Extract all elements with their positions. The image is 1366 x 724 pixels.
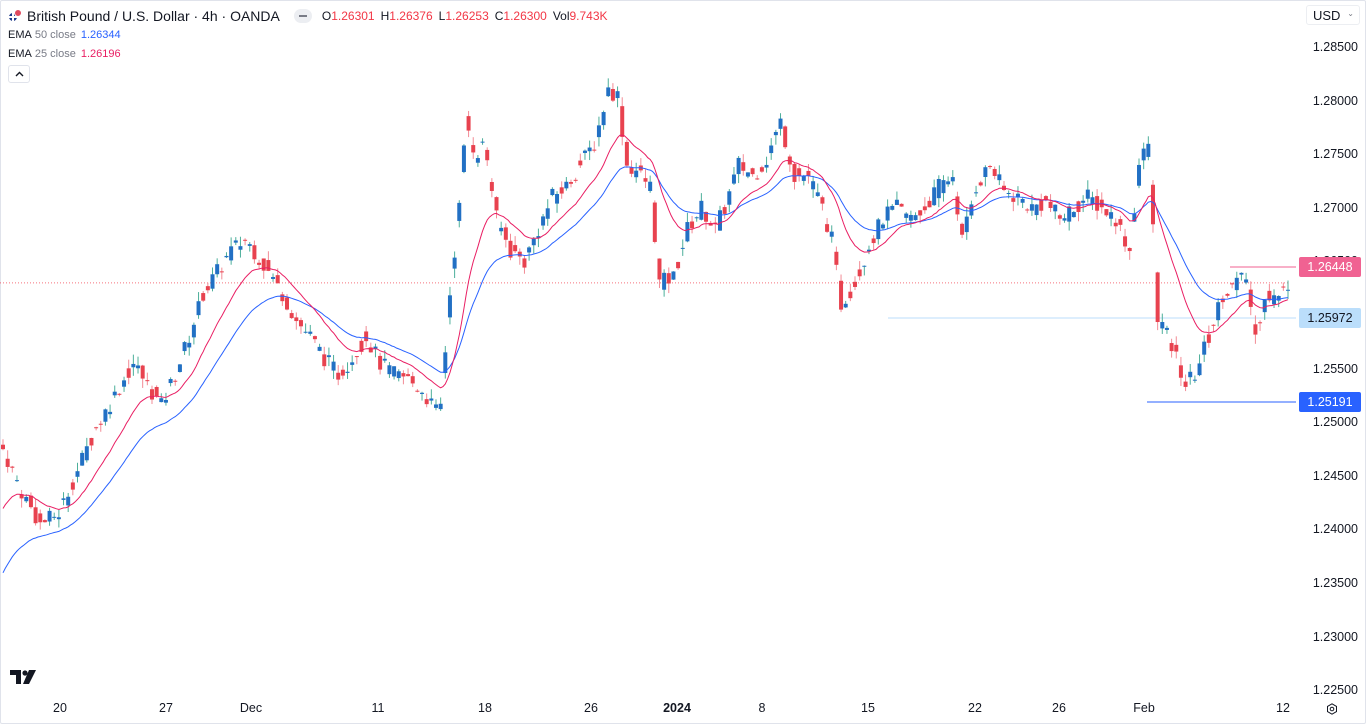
chart-legend: British Pound / U.S. Dollar · 4h · OANDA… (8, 6, 614, 83)
currency-value: USD (1313, 7, 1341, 23)
ema-50-legend[interactable]: EMA 50 close 1.26344 (8, 25, 614, 44)
tradingview-logo-icon[interactable] (10, 670, 36, 689)
price-axis-label: 1.28500 (1312, 40, 1358, 54)
support-1-price-value: 1.25972 (1307, 311, 1353, 325)
time-axis-label: 15 (861, 701, 875, 715)
symbol-title[interactable]: British Pound / U.S. Dollar · 4h · OANDA (27, 7, 280, 24)
ema-25-legend[interactable]: EMA 25 close 1.26196 (8, 44, 614, 63)
time-axis-label: 12 (1276, 701, 1290, 715)
price-axis-label: 1.25000 (1312, 415, 1358, 430)
support-2-price-value: 1.25191 (1307, 395, 1353, 409)
price-axis-label: 1.27500 (1312, 147, 1358, 162)
hide-legend-button[interactable] (293, 8, 312, 23)
support-1-price-tag: 1.25972 (1299, 308, 1361, 328)
candles (1, 78, 1290, 530)
price-axis-label: 1.27000 (1312, 200, 1358, 215)
time-axis-label: 22 (968, 701, 982, 715)
price-axis-label: 1.24500 (1312, 468, 1358, 483)
ema-25-name: EMA (8, 47, 32, 60)
time-axis-label: 8 (758, 701, 766, 715)
resistance-price-value: 1.26448 (1307, 260, 1353, 274)
volume-value: Vol9.743K (552, 8, 608, 23)
price-axis-label: 1.23500 (1312, 576, 1358, 590)
ema-25-line (2, 134, 1289, 511)
support-2-price-tag: 1.25191 (1299, 392, 1361, 412)
gbp-usd-flag-icon (8, 8, 22, 23)
time-axis-label: 27 (159, 701, 173, 715)
low-value: L1.26253 (438, 8, 489, 23)
time-axis-label: 26 (1052, 701, 1066, 715)
price-axis-label: 1.25500 (1312, 361, 1358, 376)
settings-gear-icon[interactable] (1326, 702, 1338, 715)
open-value: O1.26301 (321, 8, 375, 23)
time-axis-label: 20 (53, 701, 67, 715)
ema-50-name: EMA (8, 28, 32, 41)
ema-50-value: 1.26344 (80, 28, 121, 41)
collapse-indicators-button[interactable] (8, 65, 30, 83)
time-axis-label: 2024 (663, 701, 691, 715)
chevron-down-icon: ⌄ (1347, 9, 1354, 18)
ema-25-params: 25 close (34, 47, 76, 60)
close-value: C1.26300 (494, 8, 547, 23)
ema-50-params: 50 close (34, 28, 76, 41)
time-axis-label: 26 (584, 701, 598, 715)
time-axis-label: Dec (239, 701, 263, 715)
currency-select[interactable]: USD ⌄ (1306, 5, 1360, 25)
time-axis-label: 11 (371, 701, 385, 715)
price-axis-label: 1.28000 (1312, 93, 1358, 108)
ema-50-line (2, 166, 1289, 574)
high-value: H1.26376 (380, 8, 433, 23)
price-axis-label: 1.23000 (1312, 629, 1358, 644)
price-axis-label: 1.24000 (1312, 522, 1358, 537)
minus-icon (298, 14, 307, 17)
chevron-up-icon (15, 71, 23, 77)
price-axis-label: 1.22500 (1312, 683, 1358, 698)
resistance-price-tag: 1.26448 (1299, 257, 1361, 277)
symbol-row: British Pound / U.S. Dollar · 4h · OANDA… (8, 6, 614, 25)
time-axis-label: Feb (1133, 701, 1155, 715)
ema-25-value: 1.26196 (80, 47, 121, 60)
time-axis-label: 18 (478, 701, 492, 715)
